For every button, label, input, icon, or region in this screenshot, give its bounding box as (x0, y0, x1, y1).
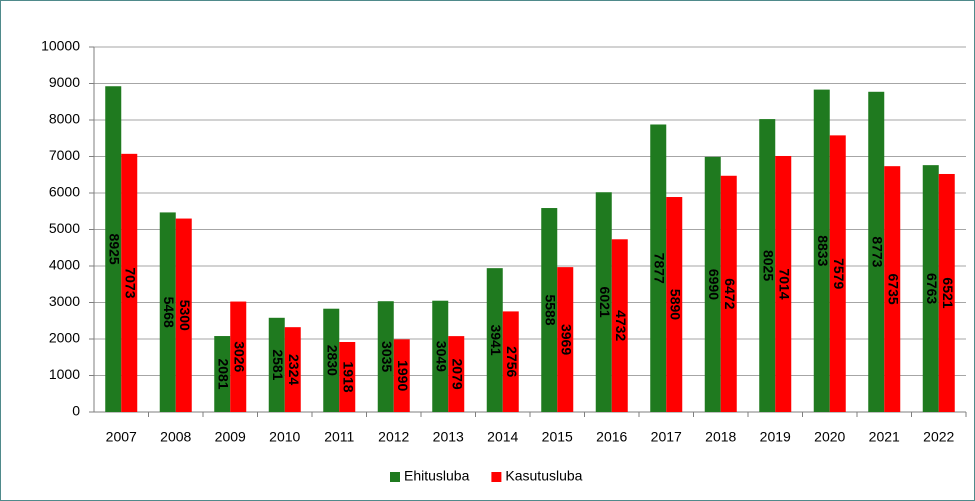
data-label: 7073 (123, 267, 139, 298)
legend-label: Kasutusluba (505, 468, 582, 484)
y-tick-label: 7000 (49, 147, 80, 163)
bar (557, 267, 574, 412)
data-label: 6763 (924, 273, 940, 304)
bar (159, 212, 176, 412)
data-label: 6472 (722, 278, 738, 309)
x-tick-label: 2018 (705, 429, 736, 445)
data-label: 2081 (216, 358, 232, 389)
x-tick-label: 2010 (269, 429, 300, 445)
data-label: 5890 (668, 289, 684, 320)
x-tick-label: 2014 (487, 429, 518, 445)
data-label: 2324 (286, 354, 302, 385)
data-label: 8025 (761, 250, 777, 281)
y-tick-label: 0 (72, 403, 80, 419)
data-label: 8773 (870, 236, 886, 267)
bar (393, 339, 410, 412)
data-label: 1918 (341, 361, 357, 392)
data-label: 6021 (597, 287, 613, 318)
data-label: 2581 (270, 349, 286, 380)
bar (541, 208, 558, 412)
bar (922, 165, 939, 412)
data-label: 3941 (488, 324, 504, 355)
data-label: 8833 (815, 235, 831, 266)
data-label: 2830 (325, 345, 341, 376)
x-tick-label: 2013 (433, 429, 464, 445)
data-label: 7014 (777, 268, 793, 299)
data-label: 5300 (177, 300, 193, 331)
x-tick-label: 2019 (760, 429, 791, 445)
legend-label: Ehitusluba (404, 468, 470, 484)
bar (448, 336, 465, 412)
x-tick-label: 2016 (596, 429, 627, 445)
data-label: 5588 (543, 294, 559, 325)
y-tick-label: 2000 (49, 330, 80, 346)
data-label: 3049 (434, 341, 450, 372)
bar (121, 153, 138, 412)
x-tick-label: 2011 (324, 429, 354, 445)
bar (105, 86, 122, 413)
bar (704, 156, 721, 412)
data-label: 3035 (379, 341, 395, 372)
bar (175, 218, 192, 412)
y-tick-label: 10000 (41, 38, 80, 54)
y-tick-label: 8000 (49, 111, 80, 127)
bar (611, 239, 628, 412)
data-label: 8925 (107, 234, 123, 265)
bar (868, 91, 885, 413)
bar (323, 308, 340, 412)
y-tick-label: 1000 (49, 366, 80, 382)
bar (884, 166, 901, 412)
bar (432, 300, 449, 412)
y-tick-label: 6000 (49, 184, 80, 200)
y-tick-label: 5000 (49, 220, 80, 236)
x-tick-label: 2017 (651, 429, 682, 445)
bar (720, 175, 737, 412)
data-label: 6735 (886, 274, 902, 305)
bar (502, 311, 519, 412)
data-label: 2079 (450, 358, 466, 389)
x-tick-label: 2007 (106, 429, 137, 445)
data-label: 5468 (161, 297, 177, 328)
data-label: 4732 (613, 310, 629, 341)
data-label: 6990 (706, 269, 722, 300)
x-tick-label: 2015 (542, 429, 573, 445)
bar (486, 268, 503, 412)
x-tick-label: 2020 (814, 429, 845, 445)
bar (759, 119, 776, 413)
bar (813, 89, 830, 413)
bar (775, 155, 792, 412)
data-label: 3026 (232, 341, 248, 372)
legend-swatch (390, 472, 400, 482)
x-tick-label: 2009 (215, 429, 246, 445)
data-label: 1990 (395, 360, 411, 391)
bar (268, 317, 285, 412)
bar (377, 301, 394, 412)
bar (666, 197, 683, 412)
bar (284, 327, 301, 412)
legend-swatch (491, 472, 502, 482)
y-tick-label: 9000 (49, 74, 80, 90)
data-label: 2756 (504, 346, 520, 377)
x-tick-label: 2022 (923, 429, 954, 445)
data-label: 6521 (940, 277, 956, 308)
bar (595, 192, 612, 412)
bar (650, 124, 667, 412)
bar (230, 301, 247, 412)
bar (829, 135, 846, 412)
x-tick-label: 2008 (160, 429, 191, 445)
y-tick-label: 3000 (49, 293, 80, 309)
bar (339, 341, 356, 412)
x-tick-label: 2012 (378, 429, 409, 445)
x-tick-label: 2021 (869, 429, 900, 445)
bar (938, 173, 955, 412)
data-label: 7877 (652, 253, 668, 284)
y-tick-label: 4000 (49, 257, 80, 273)
data-label: 3969 (559, 324, 575, 355)
data-label: 7579 (831, 258, 847, 289)
bar (214, 336, 231, 412)
